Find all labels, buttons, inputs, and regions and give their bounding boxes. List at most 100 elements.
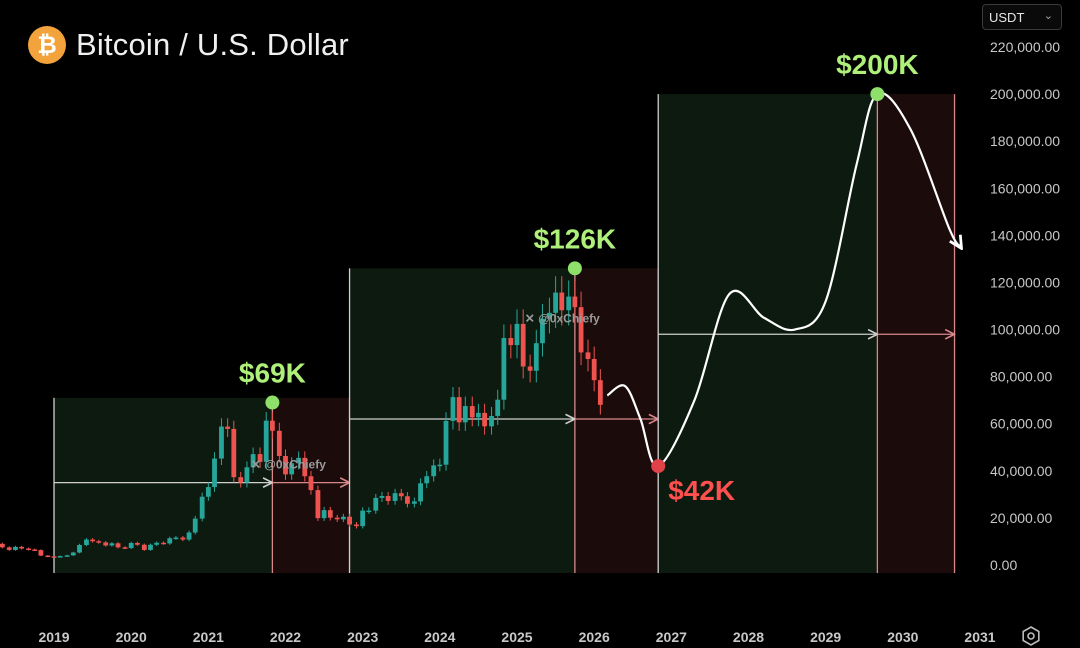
candle xyxy=(302,457,308,477)
candle xyxy=(437,464,443,467)
x-tick-label: 2026 xyxy=(579,629,610,645)
y-tick-label: 160,000.00 xyxy=(990,180,1060,196)
candle xyxy=(19,546,25,549)
candle xyxy=(296,457,302,464)
candle xyxy=(450,397,456,421)
y-tick-label: 40,000.00 xyxy=(990,463,1052,479)
candle xyxy=(553,292,558,313)
candle xyxy=(360,510,366,527)
x-tick-label: 2019 xyxy=(38,629,69,645)
peak-marker xyxy=(870,87,885,102)
price-annotation: $200K xyxy=(836,49,919,80)
projection-curve xyxy=(606,91,960,468)
candle xyxy=(462,406,468,423)
candle xyxy=(597,380,603,405)
settings-gear-icon[interactable] xyxy=(1020,625,1042,647)
candle xyxy=(283,455,288,475)
x-tick-label: 2020 xyxy=(116,629,147,645)
x-tick-label: 2023 xyxy=(347,629,378,645)
candle xyxy=(527,366,533,371)
watermark: ✕ @0xChiefy xyxy=(525,311,600,325)
candle xyxy=(180,537,186,540)
currency-selector[interactable]: USDT ⌄ xyxy=(982,4,1062,30)
candle xyxy=(84,539,89,545)
bull-zone xyxy=(349,268,575,573)
bull-zone xyxy=(658,94,878,573)
candle xyxy=(392,493,398,501)
candle xyxy=(26,548,31,551)
candle xyxy=(578,307,584,353)
candle xyxy=(57,556,63,558)
candle xyxy=(540,318,545,344)
candle xyxy=(431,465,437,477)
candle xyxy=(418,483,423,502)
chart-title: Bitcoin / U.S. Dollar xyxy=(76,27,349,62)
candle xyxy=(192,518,198,533)
x-tick-label: 2029 xyxy=(810,629,841,645)
candle xyxy=(231,428,237,478)
candle xyxy=(489,415,494,427)
candle xyxy=(90,539,96,542)
candle xyxy=(559,292,565,311)
candle xyxy=(508,338,514,346)
bear-zone xyxy=(574,268,659,573)
candle xyxy=(482,412,488,427)
candle xyxy=(366,510,372,513)
y-tick-label: 100,000.00 xyxy=(990,322,1060,338)
candle xyxy=(591,358,597,381)
candle xyxy=(308,476,314,491)
candle xyxy=(495,399,501,416)
x-tick-label: 2022 xyxy=(270,629,301,645)
candle xyxy=(238,477,244,483)
bull-zone xyxy=(54,397,273,573)
candle xyxy=(219,426,224,459)
candle xyxy=(51,556,57,558)
candle xyxy=(13,546,18,550)
y-tick-label: 80,000.00 xyxy=(990,369,1052,385)
x-tick-label: 2024 xyxy=(424,629,455,645)
y-tick-label: 180,000.00 xyxy=(990,133,1060,149)
candle xyxy=(379,496,385,498)
x-tick-label: 2025 xyxy=(501,629,532,645)
candle xyxy=(141,544,147,550)
candle xyxy=(520,323,526,367)
candle xyxy=(186,532,192,540)
y-tick-label: 140,000.00 xyxy=(990,227,1060,243)
candle xyxy=(263,420,269,462)
candle xyxy=(424,476,430,484)
candle xyxy=(334,517,340,520)
bitcoin-logo-icon: ₿ xyxy=(28,26,66,64)
chart-header: ₿ Bitcoin / U.S. Dollar xyxy=(28,26,349,64)
x-tick-label: 2028 xyxy=(733,629,764,645)
candle xyxy=(456,397,462,423)
candle xyxy=(443,420,449,465)
candle xyxy=(514,323,520,346)
candle xyxy=(566,296,572,311)
candle xyxy=(405,496,410,504)
candle xyxy=(501,338,507,400)
candle xyxy=(572,296,578,308)
candle xyxy=(244,467,250,483)
y-tick-label: 120,000.00 xyxy=(990,274,1060,290)
candle xyxy=(411,501,417,504)
x-tick-label: 2027 xyxy=(656,629,687,645)
chevron-down-icon: ⌄ xyxy=(1043,10,1053,22)
candle xyxy=(547,312,552,319)
x-tick-label: 2021 xyxy=(193,629,224,645)
candle xyxy=(205,487,211,497)
candle xyxy=(340,516,346,520)
candle xyxy=(269,420,275,431)
candle xyxy=(398,493,404,497)
candle xyxy=(32,549,38,551)
candle xyxy=(70,552,76,556)
candle xyxy=(0,543,5,548)
y-tick-label: 200,000.00 xyxy=(990,86,1060,102)
candle xyxy=(289,463,295,475)
candle xyxy=(6,547,12,550)
candle xyxy=(38,550,44,556)
candle xyxy=(77,544,82,553)
candle xyxy=(250,454,256,468)
candle xyxy=(64,555,70,557)
